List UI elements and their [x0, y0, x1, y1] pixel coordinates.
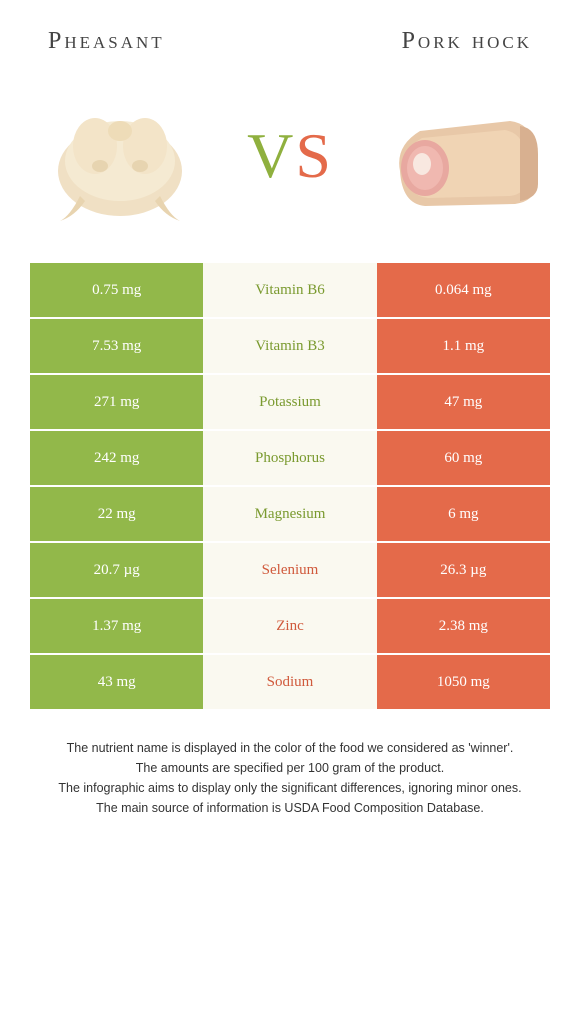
cell-right-value: 26.3 µg: [377, 543, 550, 599]
cell-nutrient-name: Potassium: [203, 375, 376, 431]
cell-nutrient-name: Phosphorus: [203, 431, 376, 487]
table-row: 0.75 mgVitamin B60.064 mg: [30, 263, 550, 319]
vs-s: S: [295, 120, 333, 191]
cell-nutrient-name: Sodium: [203, 655, 376, 711]
nutrient-table: 0.75 mgVitamin B60.064 mg7.53 mgVitamin …: [30, 263, 550, 711]
cell-nutrient-name: Magnesium: [203, 487, 376, 543]
food-image-left: [30, 76, 210, 236]
cell-right-value: 6 mg: [377, 487, 550, 543]
title-left: Pheasant: [48, 28, 165, 55]
footer-line-1: The nutrient name is displayed in the co…: [30, 739, 550, 757]
table-row: 43 mgSodium1050 mg: [30, 655, 550, 711]
images-row: VS: [0, 63, 580, 263]
cell-left-value: 7.53 mg: [30, 319, 203, 375]
vs-v: V: [247, 120, 295, 191]
cell-left-value: 1.37 mg: [30, 599, 203, 655]
cell-left-value: 0.75 mg: [30, 263, 203, 319]
footer-line-4: The main source of information is USDA F…: [30, 799, 550, 817]
cell-left-value: 43 mg: [30, 655, 203, 711]
food-image-right: [370, 76, 550, 236]
cell-right-value: 0.064 mg: [377, 263, 550, 319]
table-row: 20.7 µgSelenium26.3 µg: [30, 543, 550, 599]
title-right: Pork hock: [402, 28, 532, 55]
table-row: 1.37 mgZinc2.38 mg: [30, 599, 550, 655]
table-row: 271 mgPotassium47 mg: [30, 375, 550, 431]
cell-left-value: 271 mg: [30, 375, 203, 431]
cell-right-value: 47 mg: [377, 375, 550, 431]
footer-line-2: The amounts are specified per 100 gram o…: [30, 759, 550, 777]
cell-left-value: 242 mg: [30, 431, 203, 487]
footer-notes: The nutrient name is displayed in the co…: [30, 739, 550, 818]
vs-label: VS: [247, 119, 333, 193]
table-row: 7.53 mgVitamin B31.1 mg: [30, 319, 550, 375]
cell-right-value: 2.38 mg: [377, 599, 550, 655]
table-row: 22 mgMagnesium6 mg: [30, 487, 550, 543]
cell-nutrient-name: Vitamin B6: [203, 263, 376, 319]
cell-left-value: 20.7 µg: [30, 543, 203, 599]
cell-nutrient-name: Vitamin B3: [203, 319, 376, 375]
cell-nutrient-name: Zinc: [203, 599, 376, 655]
cell-left-value: 22 mg: [30, 487, 203, 543]
table-row: 242 mgPhosphorus60 mg: [30, 431, 550, 487]
cell-right-value: 1050 mg: [377, 655, 550, 711]
footer-line-3: The infographic aims to display only the…: [30, 779, 550, 797]
cell-right-value: 1.1 mg: [377, 319, 550, 375]
cell-nutrient-name: Selenium: [203, 543, 376, 599]
header: Pheasant Pork hock: [0, 0, 580, 63]
cell-right-value: 60 mg: [377, 431, 550, 487]
